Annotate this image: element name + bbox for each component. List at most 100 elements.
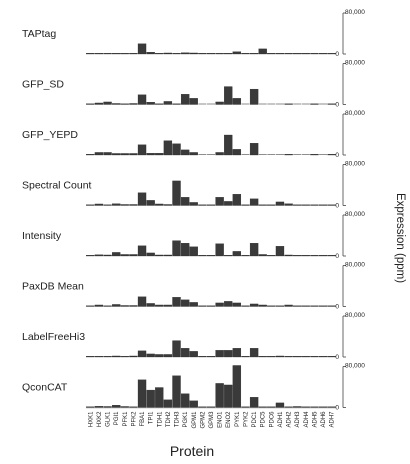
- bar: [232, 149, 242, 156]
- bar: [103, 305, 112, 307]
- bar: [215, 197, 224, 206]
- panel-label: GFP_YEPD: [22, 129, 78, 141]
- panel-7: QconCAT 80,000 0: [22, 363, 365, 412]
- bar: [258, 406, 267, 408]
- panel-2: GFP_YEPD 80,000 0: [22, 110, 365, 159]
- bar: [129, 406, 138, 408]
- bar: [189, 202, 198, 206]
- bar: [94, 254, 104, 257]
- bar: [232, 194, 242, 206]
- bar: [318, 356, 328, 358]
- bar: [293, 406, 302, 408]
- bar: [224, 53, 233, 55]
- bar: [103, 53, 112, 55]
- bar: [301, 204, 310, 206]
- y-tick-label-bottom: 0: [335, 304, 339, 311]
- bar: [155, 203, 164, 206]
- bar: [318, 204, 328, 206]
- bar: [284, 154, 293, 156]
- bar: [258, 48, 267, 55]
- x-tick-label: GPM2: [200, 411, 206, 429]
- bar: [206, 356, 216, 358]
- bar: [327, 305, 336, 307]
- bar: [215, 383, 224, 408]
- bar: [301, 356, 310, 358]
- bar: [189, 152, 198, 156]
- bar: [310, 53, 319, 55]
- x-tick-label: PFK1: [123, 411, 129, 427]
- bar: [224, 301, 233, 307]
- bar: [249, 303, 259, 307]
- bar: [112, 153, 121, 156]
- bar: [267, 53, 276, 55]
- bar: [103, 406, 112, 408]
- bar: [293, 204, 302, 206]
- bar: [94, 203, 104, 206]
- bar: [180, 52, 190, 55]
- bar: [224, 134, 233, 156]
- bar: [267, 204, 276, 206]
- y-tick-label-bottom: 0: [335, 102, 339, 109]
- panel-label: PaxDB Mean: [22, 281, 84, 293]
- x-tick-label: PFK2: [131, 411, 137, 427]
- bar: [163, 52, 173, 55]
- bar: [146, 102, 155, 105]
- bar: [94, 406, 104, 408]
- bar: [258, 204, 267, 206]
- bar: [301, 255, 310, 257]
- bar: [86, 255, 95, 257]
- bar: [206, 255, 216, 257]
- bar: [275, 305, 285, 307]
- y-tick-label-top: 80,000: [345, 312, 365, 319]
- bar: [198, 356, 207, 358]
- bar: [198, 204, 207, 206]
- panel-0: TAPtag 80,000 0: [22, 9, 365, 58]
- x-tick-label: GLK1: [106, 411, 112, 427]
- panel-4: Intensity 80,000 0: [22, 211, 365, 260]
- bar: [232, 348, 242, 358]
- panel-label: Spectral Count: [22, 180, 92, 192]
- bar: [146, 153, 155, 156]
- bar: [94, 102, 104, 105]
- bar: [284, 254, 293, 257]
- x-tick-label: ADH3: [295, 411, 301, 428]
- bar: [224, 86, 233, 105]
- y-tick-label-top: 80,000: [345, 161, 365, 168]
- y-tick-label-top: 80,000: [345, 363, 365, 370]
- bar: [284, 406, 293, 408]
- x-tick-label: ADH1: [278, 411, 284, 428]
- x-tick-label: TDH3: [175, 411, 181, 427]
- bar: [206, 305, 216, 307]
- y-tick-label-bottom: 0: [335, 405, 339, 412]
- bar: [327, 204, 336, 206]
- bar: [224, 384, 233, 408]
- bar: [163, 399, 173, 408]
- x-tick-label: TDH1: [157, 411, 163, 427]
- bar: [163, 354, 173, 358]
- bar: [120, 406, 129, 408]
- bar: [172, 375, 181, 408]
- bar: [189, 400, 198, 408]
- bar: [301, 406, 310, 408]
- bar: [180, 149, 190, 156]
- bar: [137, 245, 147, 257]
- bar: [163, 254, 173, 257]
- panel-1: GFP_SD 80,000 0: [22, 60, 365, 109]
- panel-label: LabelFreeHi3: [22, 331, 85, 343]
- panel-5: PaxDB Mean 80,000 0: [22, 262, 365, 311]
- bar: [249, 143, 259, 156]
- bar: [275, 201, 285, 206]
- bar: [129, 153, 138, 156]
- bar: [318, 305, 328, 307]
- bar: [146, 353, 155, 358]
- bar: [293, 356, 302, 358]
- x-tick-label: FBA1: [140, 411, 146, 427]
- bar: [172, 103, 181, 105]
- bar: [155, 304, 164, 307]
- bar: [189, 246, 198, 257]
- bar: [258, 254, 267, 257]
- bar: [327, 406, 336, 408]
- bar: [293, 255, 302, 257]
- bar: [120, 305, 129, 307]
